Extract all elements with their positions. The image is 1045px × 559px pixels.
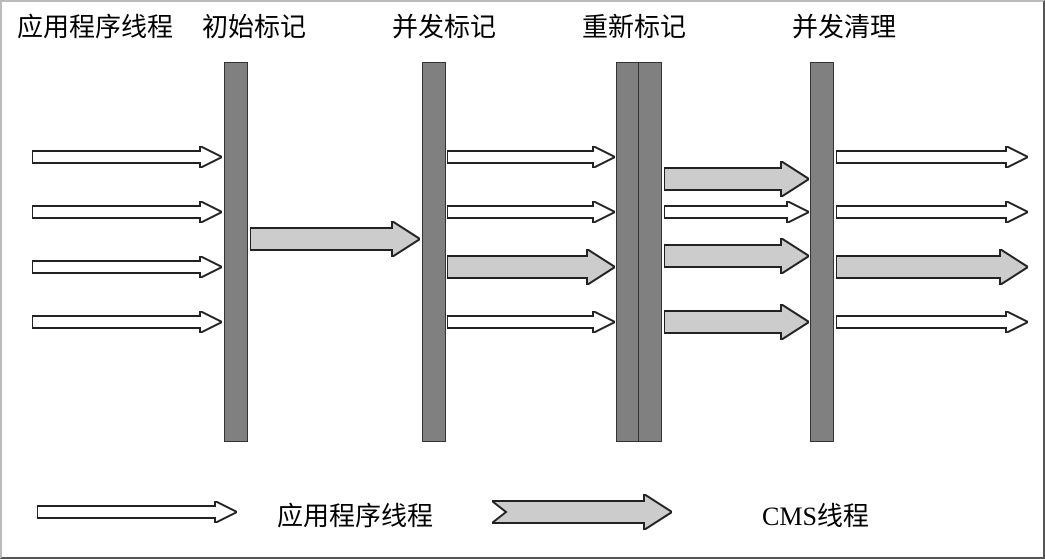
app-thread-arrow bbox=[447, 311, 615, 338]
cms-thread-arrow bbox=[664, 238, 809, 279]
app-thread-arrow bbox=[447, 201, 615, 228]
pause-bar-1 bbox=[422, 62, 446, 442]
app-thread-arrow bbox=[447, 146, 615, 173]
app-thread-arrow bbox=[664, 201, 809, 228]
legend-cms-arrow-icon bbox=[492, 494, 672, 535]
phase-label-concurrent_mark: 并发标记 bbox=[392, 7, 496, 44]
app-thread-arrow bbox=[32, 201, 222, 228]
cms-thread-arrow bbox=[836, 249, 1028, 290]
cms-thread-arrow bbox=[664, 161, 809, 202]
pause-bar-0 bbox=[224, 62, 248, 442]
legend-app-label: 应用程序线程 bbox=[277, 496, 433, 533]
app-thread-arrow bbox=[32, 311, 222, 338]
phase-label-app_threads: 应用程序线程 bbox=[17, 7, 173, 44]
cms-thread-arrow bbox=[447, 249, 615, 290]
app-thread-arrow bbox=[836, 311, 1028, 338]
pause-bar-2 bbox=[616, 62, 640, 442]
pause-bar-4 bbox=[810, 62, 834, 442]
app-thread-arrow bbox=[32, 146, 222, 173]
phase-label-remark: 重新标记 bbox=[582, 7, 686, 44]
cms-thread-arrow bbox=[250, 221, 420, 262]
cms-gc-diagram: 应用程序线程初始标记并发标记重新标记并发清理应用程序线程CMS线程 bbox=[0, 0, 1045, 559]
app-thread-arrow bbox=[836, 201, 1028, 228]
app-thread-arrow bbox=[836, 146, 1028, 173]
pause-bar-3 bbox=[638, 62, 662, 442]
legend-app-arrow-icon bbox=[37, 501, 237, 528]
phase-label-initial_mark: 初始标记 bbox=[202, 7, 306, 44]
phase-label-concurrent_sweep: 并发清理 bbox=[792, 7, 896, 44]
cms-thread-arrow bbox=[664, 304, 809, 345]
legend-cms-label: CMS线程 bbox=[762, 496, 869, 533]
app-thread-arrow bbox=[32, 256, 222, 283]
